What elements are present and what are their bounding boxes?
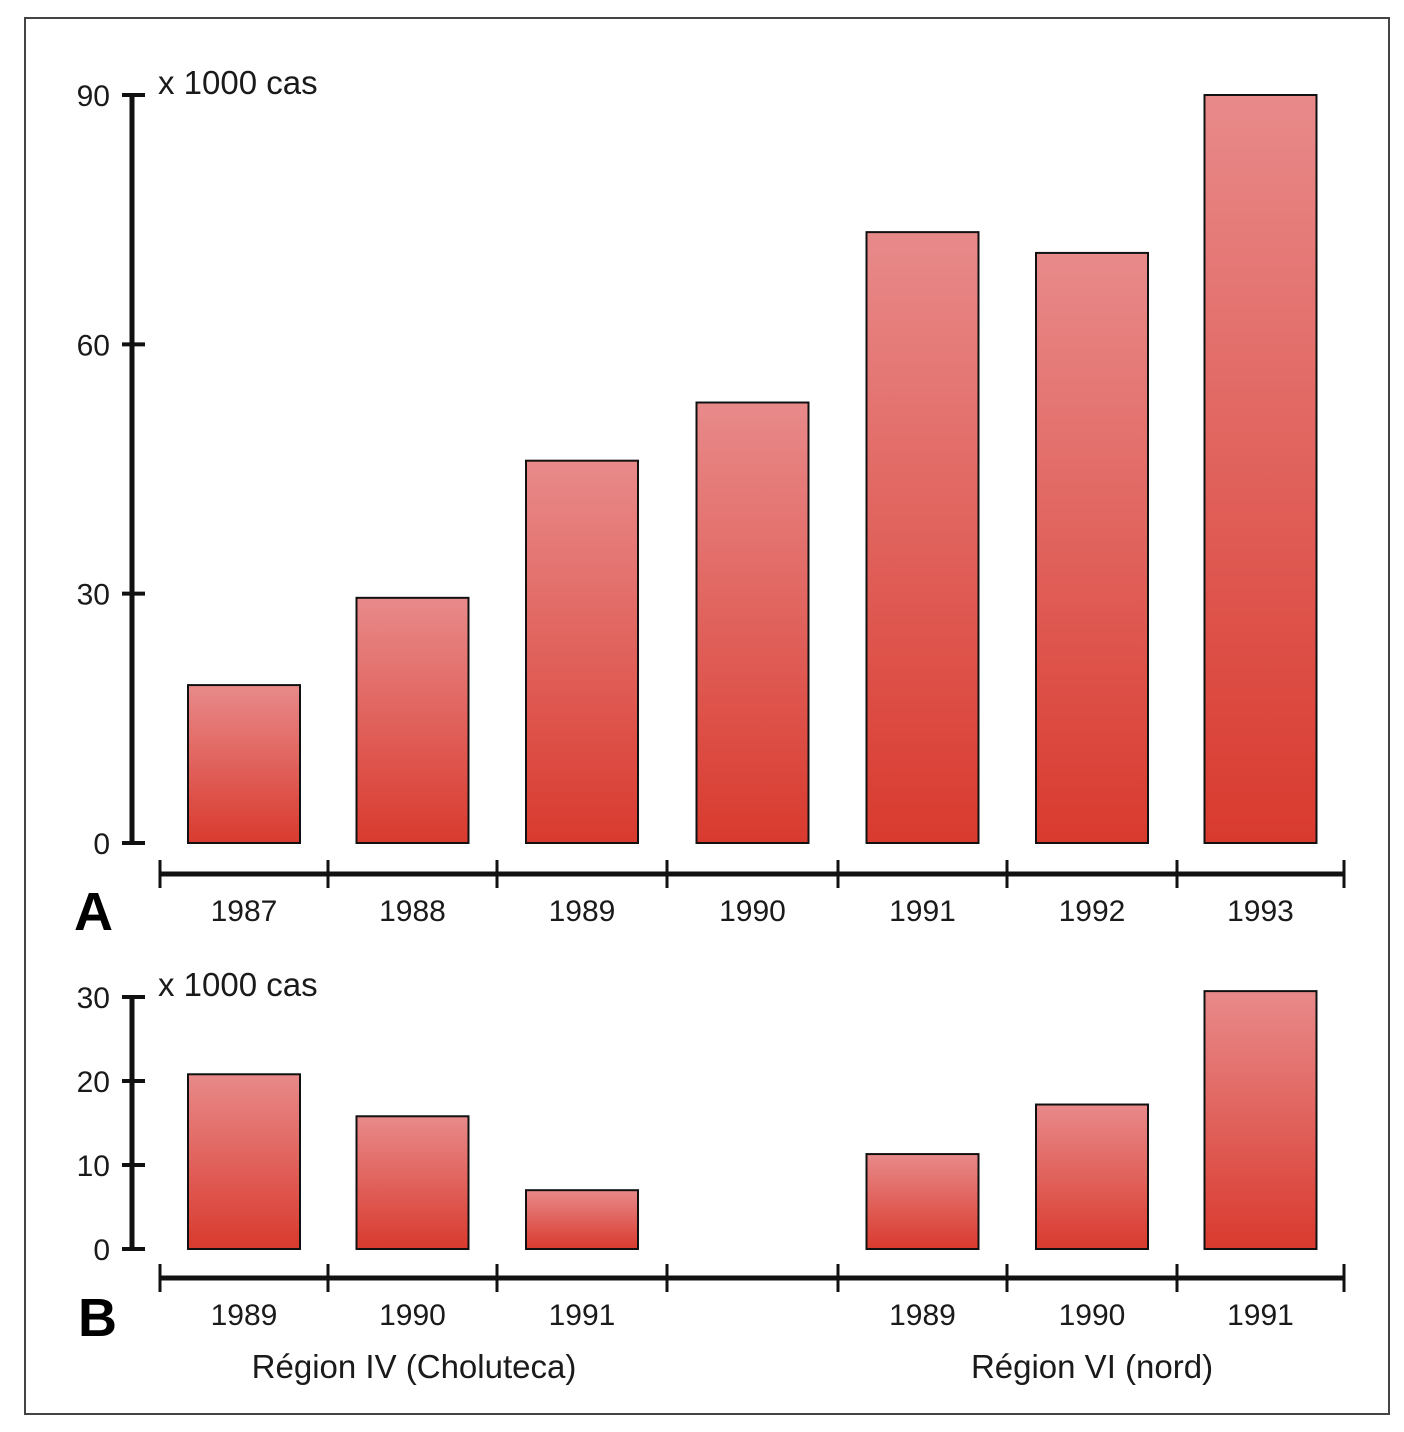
panel-a-x-tick-label: 1989 (549, 895, 616, 928)
panel-b-x-tick-label: 1989 (889, 1299, 956, 1332)
panel-a-y-tick-label: 0 (93, 828, 110, 861)
panel-a-y-tick-label: 60 (77, 329, 110, 362)
panel-a-bar-1987 (187, 684, 301, 844)
panel-a-bar-1989 (525, 459, 639, 844)
panel-a-y-tick-label: 30 (77, 579, 110, 612)
panel-b-bar-1990 (1035, 1103, 1149, 1251)
panel-b-x-ticks: 1989 1990 1991 1989 1990 1991 (158, 1264, 1346, 1332)
panel-a-letter: A (74, 882, 113, 942)
panel-b-group-label-region-iv: Région IV (Choluteca) (252, 1348, 577, 1385)
panel-b-group-label-region-vi: Région VI (nord) (971, 1348, 1213, 1385)
panel-a-x-tick-label: 1993 (1227, 895, 1294, 928)
panel-a-bars (187, 94, 1318, 844)
panel-a-bar-1990 (695, 401, 810, 844)
panel-a-x-tick-label: 1988 (379, 895, 446, 928)
panel-b-x-tick-label: 1989 (211, 1299, 278, 1332)
panel-a-x-tick-label: 1992 (1059, 895, 1126, 928)
panel-b-x-tick-label: 1991 (1227, 1299, 1294, 1332)
panel-b-y-tick-label: 20 (77, 1066, 110, 1099)
panel-a-bar-1988 (355, 596, 470, 844)
panel-a-y-tick-label: 90 (77, 80, 110, 113)
panel-b-bars (187, 990, 1318, 1251)
panel-b-y-tick-label: 10 (77, 1150, 110, 1183)
panel-a-x-tick-label: 1987 (211, 895, 278, 928)
panel-a-y-ticks: 0 30 60 90 (77, 80, 145, 861)
panel-a-x-tick-label: 1990 (719, 895, 786, 928)
panel-b-y-tick-label: 0 (93, 1234, 110, 1267)
panel-b-bar-1989 (187, 1073, 301, 1251)
panel-b-y-tick-label: 30 (77, 982, 110, 1015)
panel-b-bar-1991 (1203, 990, 1318, 1250)
panel-b-bar-1989 (865, 1153, 980, 1250)
panel-a-bar-1991 (865, 231, 980, 844)
panel-b-letter: B (78, 1288, 117, 1348)
panel-b-x-tick-label: 1990 (379, 1299, 446, 1332)
panel-a-x-ticks: 1987 1988 1989 1990 1991 1992 1993 (158, 860, 1346, 928)
figure-frame (24, 17, 1390, 1415)
panel-b-bar-1990 (355, 1115, 470, 1251)
panel-b-y-ticks: 0 10 20 30 (77, 982, 145, 1267)
panel-a-unit-label: x 1000 cas (158, 64, 318, 101)
panel-b-x-tick-label: 1991 (549, 1299, 616, 1332)
panel-a-bar-1992 (1035, 251, 1149, 844)
panel-a-bar-1993 (1203, 94, 1318, 844)
panel-a-x-tick-label: 1991 (889, 895, 956, 928)
panel-b-x-tick-label: 1990 (1059, 1299, 1126, 1332)
panel-b-bar-1991 (525, 1189, 639, 1250)
panel-b-unit-label: x 1000 cas (158, 966, 318, 1003)
